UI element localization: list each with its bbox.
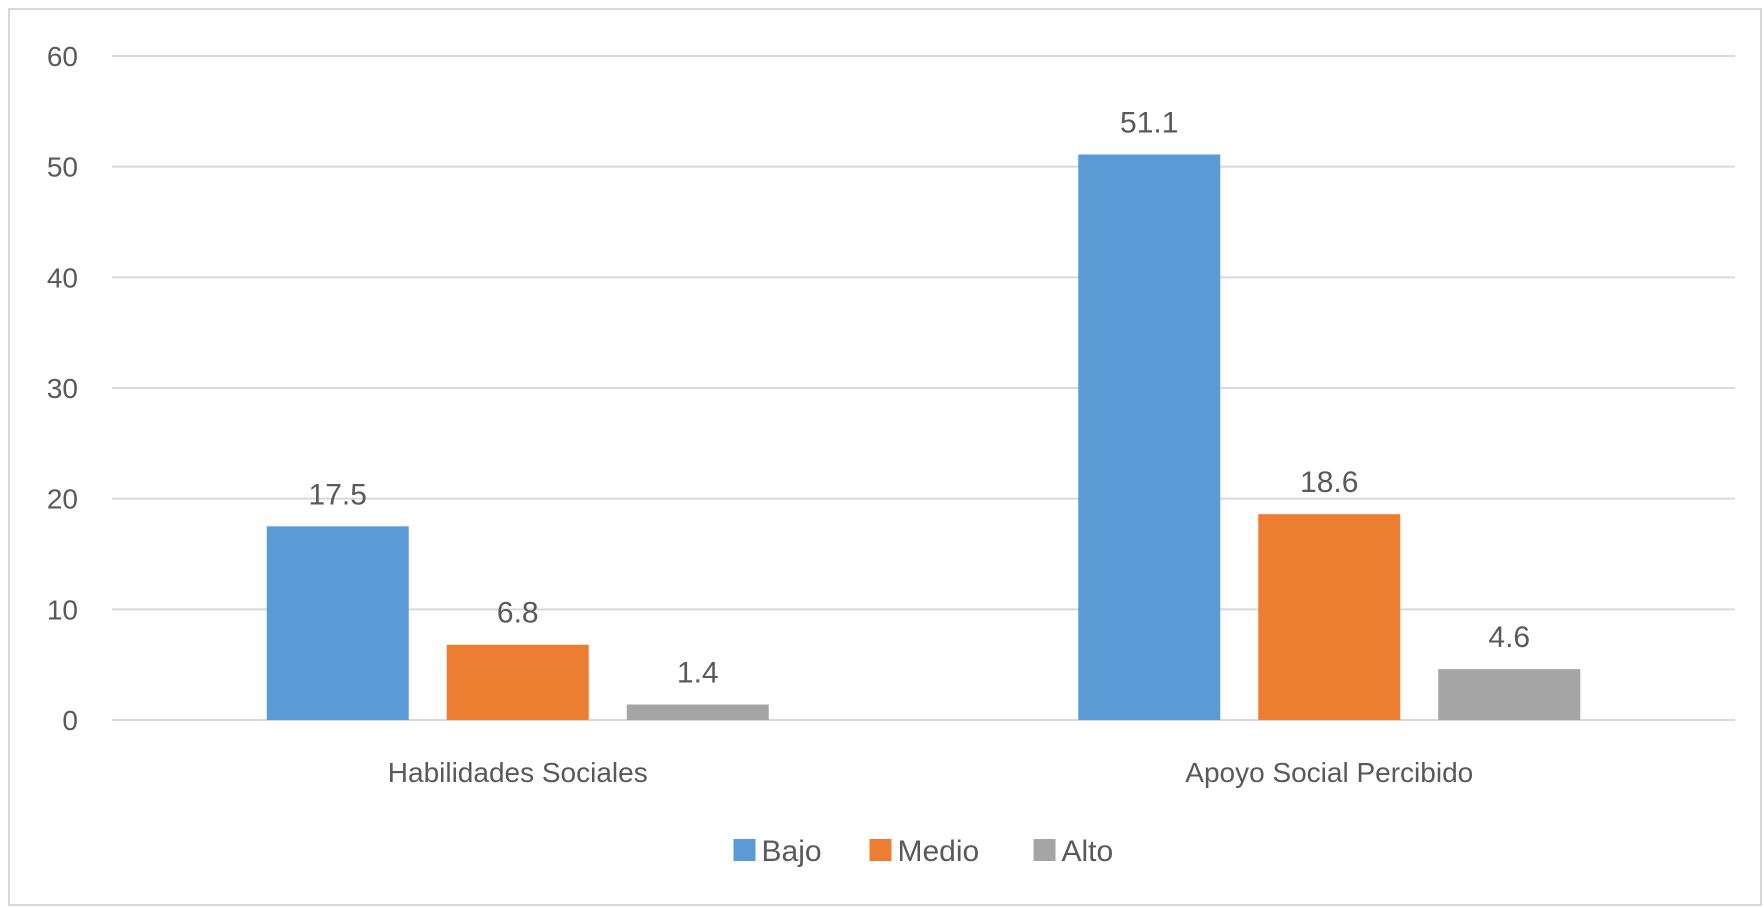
legend-swatch-alto bbox=[1033, 839, 1056, 861]
data-label: 1.4 bbox=[677, 657, 719, 690]
bar-alto-1 bbox=[1438, 669, 1581, 720]
legend: Bajo Medio Alto bbox=[733, 835, 1114, 868]
data-label: 18.6 bbox=[1300, 466, 1358, 499]
data-label: 17.5 bbox=[309, 478, 367, 511]
y-tick-label: 40 bbox=[47, 262, 78, 293]
legend-label-medio: Medio bbox=[898, 835, 980, 868]
data-label: 51.1 bbox=[1120, 106, 1178, 139]
bar-alto-0 bbox=[626, 704, 769, 720]
y-tick-label: 10 bbox=[47, 594, 78, 625]
legend-swatch-medio bbox=[869, 839, 892, 861]
y-tick-label: 30 bbox=[47, 373, 78, 404]
bar-medio-0 bbox=[446, 644, 589, 720]
bar-bajo-0 bbox=[266, 526, 409, 720]
legend-label-alto: Alto bbox=[1062, 835, 1114, 868]
chart-frame bbox=[8, 8, 1762, 906]
x-category-label: Habilidades Sociales bbox=[388, 757, 648, 788]
bars bbox=[266, 154, 1581, 720]
bar-medio-1 bbox=[1258, 514, 1401, 720]
data-label: 6.8 bbox=[497, 597, 539, 630]
legend-label-bajo: Bajo bbox=[762, 835, 822, 868]
data-labels: 17.5 6.8 1.4 51.1 18.6 4.6 bbox=[309, 106, 1531, 689]
bar-bajo-1 bbox=[1078, 154, 1221, 720]
x-axis-categories: Habilidades Sociales Apoyo Social Percibi… bbox=[388, 757, 1473, 788]
y-tick-label: 20 bbox=[47, 484, 78, 515]
legend-swatch-bajo bbox=[733, 839, 756, 861]
data-label: 4.6 bbox=[1488, 621, 1530, 654]
y-tick-label: 50 bbox=[47, 152, 78, 183]
y-tick-label: 0 bbox=[62, 705, 78, 736]
y-axis-ticks: 0 10 20 30 40 50 60 bbox=[47, 41, 78, 736]
x-category-label: Apoyo Social Percibido bbox=[1185, 757, 1473, 788]
y-tick-label: 60 bbox=[47, 41, 78, 72]
